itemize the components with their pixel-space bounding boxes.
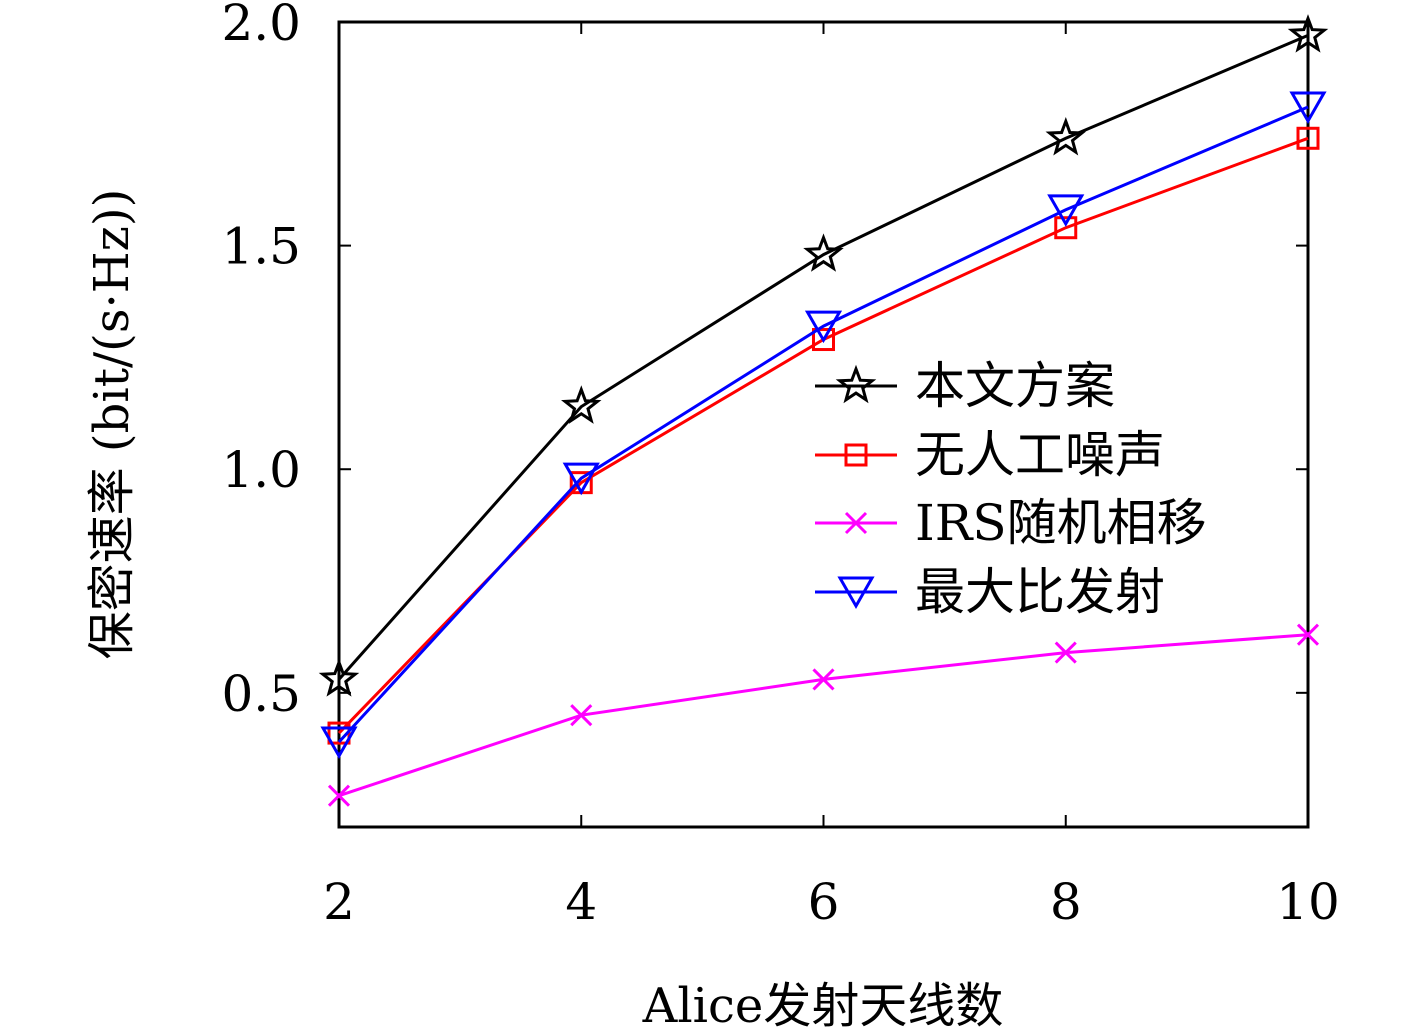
legend-label: 最大比发射 <box>915 563 1165 621</box>
legend-marker <box>844 511 868 535</box>
legend-marker <box>844 443 868 467</box>
series-line <box>337 105 1309 744</box>
axis-ticks <box>338 21 1309 827</box>
x-tick-label: 2 <box>323 873 355 931</box>
legend-item: 无人工噪声 <box>815 426 1165 484</box>
series-3 <box>327 623 1320 807</box>
data-point-marker <box>812 328 835 352</box>
series-4 <box>320 91 1327 760</box>
data-point-marker <box>804 310 843 344</box>
x-axis-title: Alice发射天线数 <box>642 978 1004 1034</box>
y-tick-label: 2.0 <box>221 0 301 52</box>
data-point-marker <box>812 668 835 691</box>
data-point-marker <box>1054 641 1077 664</box>
data-point-marker <box>1045 116 1086 156</box>
legend-item: IRS随机相移 <box>815 494 1207 552</box>
data-point-marker <box>803 233 844 272</box>
y-tick-label: 1.0 <box>221 441 301 499</box>
x-tick-label: 6 <box>808 873 840 931</box>
legend-label: IRS随机相移 <box>915 494 1207 552</box>
legend-marker <box>837 576 875 610</box>
series-1 <box>318 14 1329 697</box>
legend-label: 无人工噪声 <box>915 426 1165 484</box>
data-point-marker <box>1289 91 1327 124</box>
data-point-marker <box>561 385 602 424</box>
y-tick-label: 0.5 <box>221 665 301 723</box>
data-point-marker <box>570 704 593 727</box>
legend-item: 本文方案 <box>815 357 1115 415</box>
data-point-marker <box>1296 126 1320 150</box>
legend-item: 最大比发射 <box>815 563 1165 621</box>
data-point-marker <box>318 658 360 697</box>
tick-labels: 2 4 6 8 10 0.5 1.0 1.5 2.0 <box>221 0 1339 931</box>
plot-frame <box>337 20 1310 829</box>
series-line <box>337 34 1309 681</box>
data-point-marker <box>327 784 351 807</box>
y-tick-label: 1.5 <box>221 218 301 276</box>
x-tick-label: 4 <box>565 873 597 931</box>
data-point-marker <box>1296 623 1320 646</box>
y-axis-title: 保密速率 (bit/(s·Hz)) <box>84 189 140 660</box>
data-point-marker <box>1287 14 1329 53</box>
series-2 <box>327 126 1320 745</box>
series-line <box>338 633 1309 798</box>
data-point-marker <box>320 726 358 760</box>
legend-label: 本文方案 <box>915 357 1115 415</box>
series-layer <box>318 14 1329 807</box>
legend-marker <box>835 364 877 404</box>
data-point-marker <box>1047 194 1085 227</box>
x-tick-label: 10 <box>1276 873 1340 931</box>
data-point-marker <box>562 462 600 496</box>
data-point-marker <box>1054 216 1078 240</box>
x-tick-label: 8 <box>1050 873 1082 931</box>
